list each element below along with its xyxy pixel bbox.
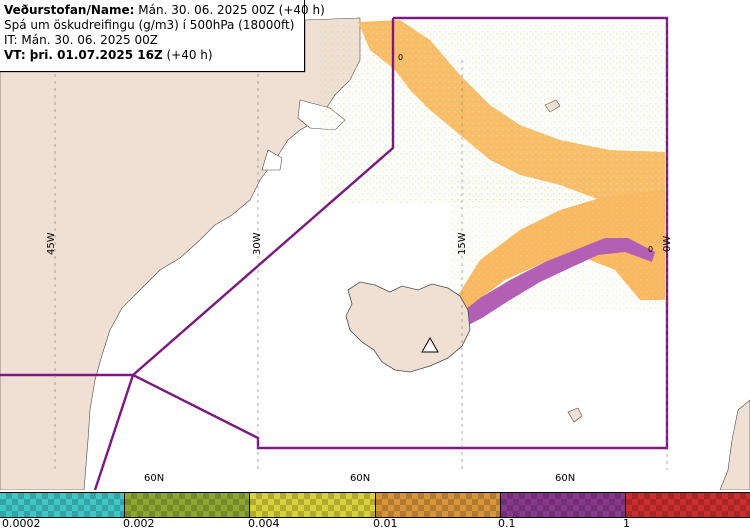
norway-coast — [719, 399, 750, 490]
faroe-islands — [567, 407, 583, 423]
valid-time-row: VT: þri. 01.07.2025 16Z (+40 h) — [4, 48, 300, 63]
legend-swatch-cyan — [0, 493, 126, 517]
map-canvas: 0 0 — [0, 16, 750, 490]
longitude-label-0w: 0W — [662, 235, 673, 252]
valid-time-offset: (+40 h) — [162, 48, 213, 62]
legend-swatch-purple — [500, 493, 626, 517]
forecast-description: Spá um öskudreifingu (g/m3) í 500hPa (18… — [4, 18, 295, 32]
legend-swatch-yellow — [250, 493, 376, 517]
legend-color-bar — [0, 492, 750, 518]
longitude-label-15w: 15W — [457, 232, 468, 255]
name-value: Mán. 30. 06. 2025 00Z (+40 h) — [134, 3, 325, 17]
volcano-source-triangle — [421, 336, 439, 353]
legend-tick-4: 0.1 — [498, 517, 516, 530]
iceland-landmass — [345, 281, 471, 373]
legend-tick-5: 1 — [623, 517, 630, 530]
legend-swatch-red — [625, 493, 750, 517]
initial-time: IT: Mán. 30. 06. 2025 00Z — [4, 33, 158, 47]
legend-tick-0: 0.0002 — [2, 517, 41, 530]
legend-swatch-orange — [375, 493, 501, 517]
legend-tick-1: 0.002 — [123, 517, 155, 530]
contour-label-north: 0 — [398, 53, 403, 62]
forecast-info-box: Veðurstofan/Name: Mán. 30. 06. 2025 00Z … — [0, 0, 325, 72]
latitude-label-left: 60N — [144, 473, 165, 484]
ash-speckle-north — [320, 25, 665, 205]
latitude-label-right: 60N — [555, 473, 576, 484]
name-label: Veðurstofan/Name: — [4, 3, 135, 17]
longitude-label-30w: 30W — [252, 232, 263, 255]
legend-tick-3: 0.01 — [373, 517, 398, 530]
longitude-label-45w: 45W — [46, 232, 57, 255]
latitude-label-middle: 60N — [350, 473, 371, 484]
legend-swatch-olive — [125, 493, 251, 517]
legend-tick-2: 0.004 — [248, 517, 280, 530]
concentration-legend: 0.0002 0.002 0.004 0.01 0.1 1 — [0, 490, 750, 532]
valid-time-label: VT: þri. 01.07.2025 16Z — [4, 48, 163, 62]
forecast-name-row: Veðurstofan/Name: Mán. 30. 06. 2025 00Z … — [4, 3, 325, 18]
longitude-gridlines — [54, 20, 668, 470]
contour-label-east: 0 — [648, 245, 653, 254]
